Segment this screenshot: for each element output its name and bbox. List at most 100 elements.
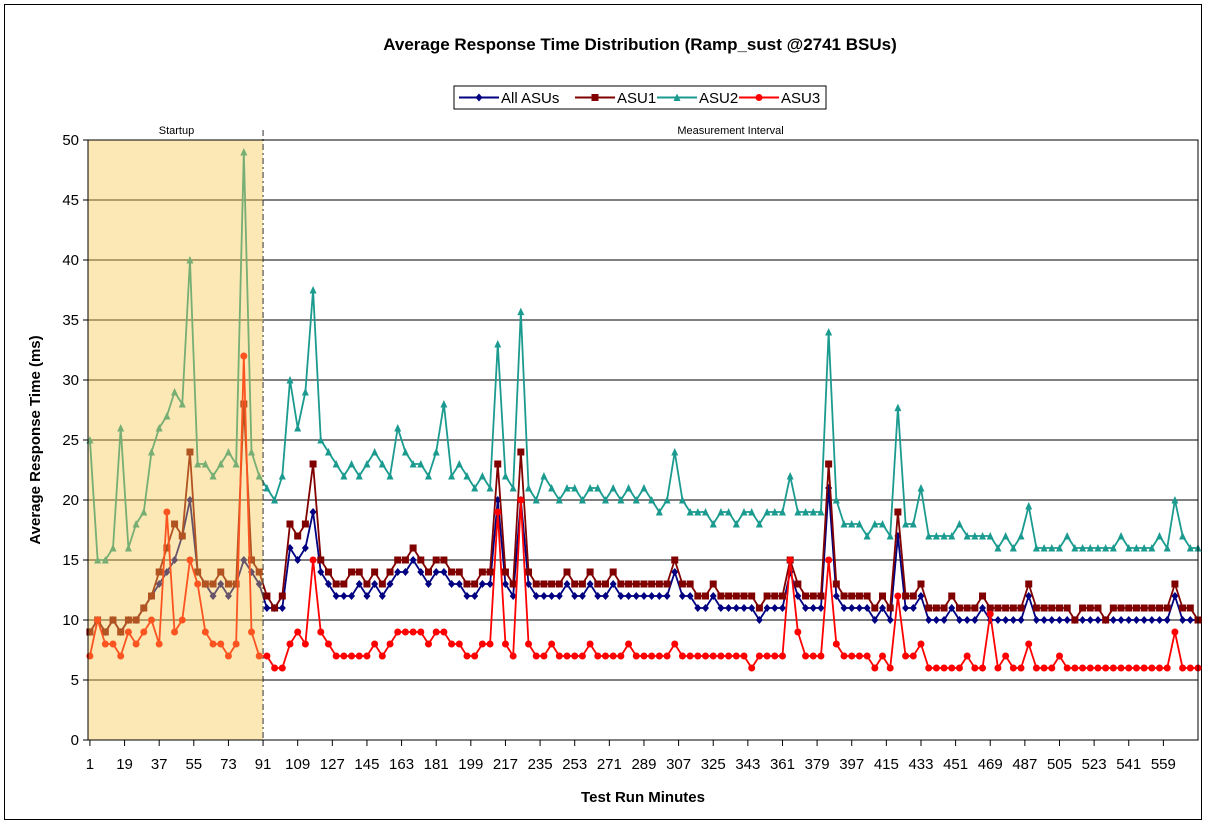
x-tick-label: 541 <box>1116 756 1141 773</box>
marker <box>917 580 925 588</box>
marker <box>378 592 386 600</box>
marker <box>625 484 633 492</box>
marker <box>1148 544 1156 552</box>
marker <box>863 532 871 540</box>
marker <box>771 508 779 516</box>
marker <box>363 460 371 468</box>
marker <box>117 652 125 660</box>
x-tick-label: 343 <box>735 756 760 773</box>
marker <box>1009 616 1017 624</box>
marker <box>809 652 817 660</box>
x-tick-label: 145 <box>354 756 379 773</box>
marker <box>509 652 517 660</box>
marker <box>455 640 463 648</box>
marker <box>955 604 963 612</box>
marker <box>1132 604 1140 612</box>
marker <box>1048 544 1056 552</box>
marker <box>686 508 694 516</box>
y-tick-label: 45 <box>62 192 79 209</box>
marker <box>386 568 394 576</box>
marker <box>1032 616 1040 624</box>
x-tick-label: 415 <box>874 756 899 773</box>
x-tick-label: 235 <box>528 756 553 773</box>
marker <box>848 520 856 528</box>
marker <box>948 592 956 600</box>
marker <box>771 652 779 660</box>
marker <box>1025 502 1033 510</box>
marker <box>171 556 179 564</box>
marker <box>1109 604 1117 612</box>
legend-label: ASU2 <box>699 90 738 107</box>
marker <box>632 496 640 504</box>
marker <box>1017 604 1025 612</box>
marker <box>609 484 617 492</box>
marker <box>1094 616 1102 624</box>
marker <box>340 580 348 588</box>
marker <box>932 604 940 612</box>
marker <box>455 580 463 588</box>
marker <box>863 604 871 612</box>
marker <box>232 580 240 588</box>
marker <box>1063 604 1071 612</box>
marker <box>432 556 440 564</box>
marker <box>1002 532 1010 540</box>
marker <box>363 652 371 660</box>
marker <box>809 592 817 600</box>
marker <box>532 496 540 504</box>
marker <box>563 652 571 660</box>
marker <box>494 460 502 468</box>
marker <box>224 580 232 588</box>
marker <box>1186 604 1194 612</box>
marker <box>363 580 371 588</box>
x-tick-label: 361 <box>770 756 795 773</box>
marker <box>240 556 248 564</box>
marker <box>278 664 286 672</box>
marker <box>879 652 887 660</box>
marker <box>802 604 810 612</box>
marker <box>171 628 179 636</box>
marker <box>963 652 971 660</box>
marker <box>1017 616 1025 624</box>
marker <box>294 628 302 636</box>
marker <box>163 568 171 576</box>
marker <box>401 448 409 456</box>
marker <box>1009 604 1017 612</box>
x-tick-label: 397 <box>839 756 864 773</box>
marker <box>979 664 987 672</box>
marker <box>317 436 325 444</box>
marker <box>194 568 202 576</box>
marker <box>786 556 794 564</box>
legend: All ASUs ASU1 ASU2 ASU3 <box>453 85 827 110</box>
marker <box>1048 616 1056 624</box>
marker <box>771 592 779 600</box>
marker <box>286 520 294 528</box>
marker <box>740 508 748 516</box>
marker <box>378 580 386 588</box>
marker <box>1040 616 1048 624</box>
marker <box>1086 604 1094 612</box>
marker <box>248 556 256 564</box>
plot-background: 0 5 10 15 20 25 30 35 40 45 50 1 19 37 55 73 91 109 127 145… <box>62 132 1198 773</box>
marker <box>671 556 679 564</box>
marker <box>686 652 694 660</box>
marker <box>525 580 533 588</box>
marker <box>632 592 640 600</box>
marker <box>548 484 556 492</box>
marker <box>332 652 340 660</box>
marker <box>117 628 125 636</box>
marker <box>132 640 140 648</box>
marker <box>1094 604 1102 612</box>
marker <box>1102 544 1110 552</box>
x-tick-label: 199 <box>458 756 483 773</box>
marker <box>278 472 286 480</box>
marker <box>617 496 625 504</box>
marker <box>1086 664 1094 672</box>
marker <box>86 628 94 636</box>
marker <box>732 604 740 612</box>
marker <box>848 604 856 612</box>
marker <box>1140 544 1148 552</box>
marker <box>394 424 402 432</box>
marker <box>1086 616 1094 624</box>
marker <box>1009 664 1017 672</box>
marker <box>940 532 948 540</box>
